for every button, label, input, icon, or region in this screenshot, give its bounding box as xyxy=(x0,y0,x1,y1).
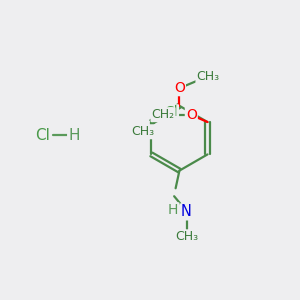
Text: O: O xyxy=(174,81,185,95)
Text: O: O xyxy=(186,108,197,122)
Text: CH₃: CH₃ xyxy=(175,230,198,243)
Text: H: H xyxy=(168,203,178,218)
Text: Cl: Cl xyxy=(164,105,178,119)
Text: Cl: Cl xyxy=(35,128,50,143)
Text: N: N xyxy=(181,204,192,219)
Text: CH₃: CH₃ xyxy=(196,70,220,83)
Text: CH₂: CH₂ xyxy=(152,108,175,121)
Text: H: H xyxy=(68,128,80,143)
Text: CH₃: CH₃ xyxy=(131,125,154,138)
